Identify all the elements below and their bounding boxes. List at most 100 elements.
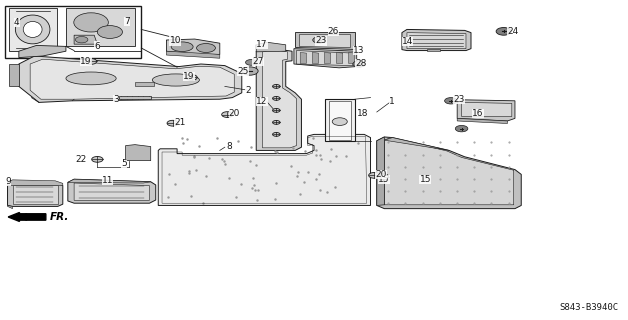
Text: 6: 6: [94, 42, 100, 51]
Text: 19: 19: [80, 57, 92, 66]
Text: 26: 26: [328, 27, 339, 36]
Polygon shape: [377, 137, 384, 205]
Polygon shape: [9, 64, 19, 86]
Polygon shape: [324, 52, 330, 63]
Ellipse shape: [171, 42, 193, 52]
Circle shape: [273, 84, 280, 88]
Ellipse shape: [197, 44, 215, 52]
Polygon shape: [68, 179, 156, 203]
Text: 4: 4: [14, 18, 19, 27]
Circle shape: [455, 125, 468, 132]
Polygon shape: [296, 51, 353, 66]
Text: 8: 8: [226, 142, 232, 151]
Polygon shape: [66, 8, 135, 46]
Ellipse shape: [152, 74, 200, 86]
Text: 7: 7: [124, 17, 130, 26]
Polygon shape: [299, 34, 350, 47]
Text: 5: 5: [121, 159, 127, 168]
Polygon shape: [74, 183, 149, 200]
Ellipse shape: [15, 15, 50, 44]
Text: 25: 25: [237, 67, 249, 76]
Ellipse shape: [75, 36, 88, 43]
Text: S843-B3940C: S843-B3940C: [560, 303, 619, 312]
Polygon shape: [68, 179, 151, 183]
Polygon shape: [8, 205, 13, 209]
Text: 27: 27: [252, 57, 264, 66]
Polygon shape: [384, 138, 514, 205]
Text: 1: 1: [389, 97, 395, 106]
Text: 21: 21: [175, 118, 186, 127]
Polygon shape: [8, 180, 63, 186]
Polygon shape: [8, 182, 63, 206]
Text: 15: 15: [420, 175, 431, 184]
Circle shape: [313, 37, 325, 43]
Circle shape: [369, 172, 380, 178]
Circle shape: [85, 59, 97, 64]
Text: FR.: FR.: [50, 212, 70, 222]
Circle shape: [167, 120, 178, 126]
Circle shape: [353, 61, 365, 67]
Text: 11: 11: [102, 176, 113, 185]
Polygon shape: [337, 52, 343, 63]
Polygon shape: [349, 52, 355, 63]
Polygon shape: [294, 49, 357, 68]
Circle shape: [445, 98, 457, 104]
Text: 24: 24: [507, 27, 519, 36]
Polygon shape: [9, 8, 57, 51]
Circle shape: [273, 108, 280, 112]
Polygon shape: [312, 52, 318, 63]
Circle shape: [186, 75, 197, 80]
Text: 13: 13: [353, 46, 364, 55]
Polygon shape: [166, 51, 220, 58]
Text: 10: 10: [170, 36, 181, 45]
Polygon shape: [135, 82, 154, 86]
Circle shape: [246, 60, 257, 65]
Circle shape: [377, 174, 389, 180]
Text: 16: 16: [472, 109, 484, 118]
Text: 3: 3: [113, 95, 119, 104]
Polygon shape: [30, 59, 234, 99]
Text: 14: 14: [402, 37, 413, 46]
Circle shape: [332, 118, 347, 125]
Text: 20: 20: [376, 170, 387, 179]
Polygon shape: [5, 6, 141, 58]
Polygon shape: [300, 52, 306, 63]
Polygon shape: [263, 50, 296, 148]
Circle shape: [222, 112, 233, 117]
Polygon shape: [19, 56, 242, 102]
Polygon shape: [19, 45, 66, 58]
Text: 23: 23: [315, 36, 327, 45]
Polygon shape: [377, 137, 521, 209]
Circle shape: [242, 67, 258, 75]
Polygon shape: [126, 145, 151, 161]
Polygon shape: [325, 99, 355, 141]
Text: 22: 22: [75, 155, 87, 164]
Circle shape: [273, 132, 280, 136]
Text: 23: 23: [453, 95, 465, 104]
Circle shape: [92, 156, 103, 162]
Polygon shape: [384, 138, 449, 150]
FancyArrow shape: [8, 212, 46, 221]
Text: 28: 28: [355, 59, 367, 68]
Polygon shape: [457, 100, 515, 121]
Polygon shape: [166, 39, 220, 54]
Circle shape: [496, 28, 511, 35]
Text: 2: 2: [245, 86, 251, 95]
Text: 15: 15: [378, 175, 389, 184]
Text: 12: 12: [256, 97, 268, 106]
Polygon shape: [74, 35, 97, 44]
Polygon shape: [427, 49, 440, 51]
Circle shape: [273, 97, 280, 100]
Polygon shape: [158, 134, 371, 205]
Polygon shape: [457, 118, 507, 124]
Polygon shape: [407, 33, 466, 49]
Polygon shape: [402, 29, 471, 51]
Ellipse shape: [97, 26, 122, 38]
Polygon shape: [462, 102, 512, 116]
Polygon shape: [256, 49, 301, 150]
Ellipse shape: [66, 72, 116, 85]
Text: 20: 20: [229, 109, 240, 118]
Ellipse shape: [23, 21, 42, 37]
Text: 9: 9: [5, 177, 11, 186]
Text: 18: 18: [357, 109, 368, 118]
